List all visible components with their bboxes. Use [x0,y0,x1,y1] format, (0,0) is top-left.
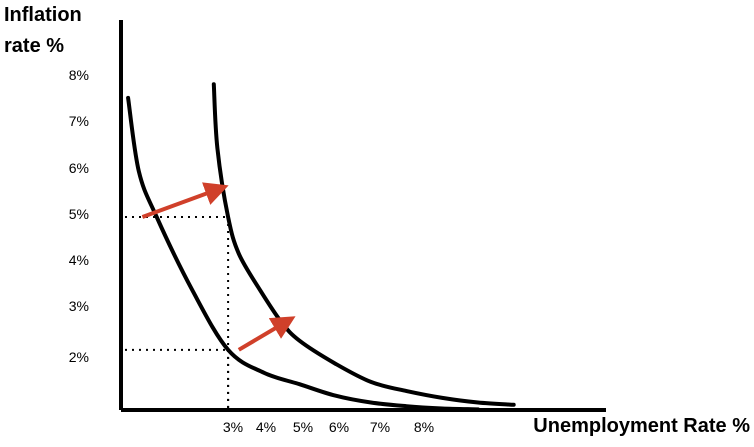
x-tick-label: 5% [293,419,313,435]
curves [126,82,516,412]
y-tick-label: 8% [69,67,89,83]
x-tick-label: 8% [414,419,434,435]
y-tick-label: 4% [69,252,89,268]
y-tick-label: 7% [69,113,89,129]
x-tick-label: 7% [370,419,390,435]
y-tick-labels: 8% 7% 6% 5% 4% 3% 2% [69,67,89,365]
y-tick-label: 6% [69,160,89,176]
y-tick-label: 2% [69,349,89,365]
shift-arrow [141,182,229,219]
reference-lines [125,216,230,408]
y-axis-title-line2: rate % [4,35,64,57]
y-tick-label: 3% [69,298,89,314]
x-tick-labels: 3% 4% 5% 6% 7% 8% [223,419,434,435]
y-tick-label: 5% [69,206,89,222]
shift-arrow [237,316,296,352]
phillips-curve-shifted [211,82,516,407]
x-axis-title: Unemployment Rate % [533,415,750,437]
shift-arrows [141,182,296,352]
x-tick-label: 4% [256,419,276,435]
phillips-curve-original [126,95,480,412]
x-tick-label: 6% [329,419,349,435]
x-tick-label: 3% [223,419,243,435]
y-axis-title-line1: Inflation [4,4,82,26]
